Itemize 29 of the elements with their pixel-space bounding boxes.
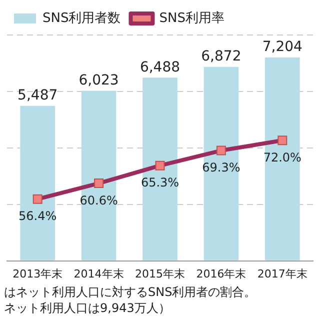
point (216, 146, 226, 156)
data-label: 6,872 (201, 48, 242, 64)
bar (204, 66, 239, 260)
text: ネット利用人口は9,943万人） (3, 300, 172, 316)
point (94, 178, 104, 188)
bar (142, 78, 178, 260)
data-label: 72.0% (263, 150, 302, 164)
data-label: 6,023 (78, 72, 119, 88)
legend-label: SNS利用者数 (42, 10, 121, 26)
data-label: 60.6% (80, 193, 118, 208)
text: はネット利用人口に対するSNS利用者の割合。 (3, 284, 258, 300)
data-label: 56.4% (18, 209, 57, 224)
data-label: 69.3% (202, 160, 240, 175)
x-tick-label: 2013年末 (12, 267, 63, 280)
bar (264, 57, 300, 260)
data-label: 5,487 (18, 88, 58, 104)
x-tick-label: 2014年末 (74, 267, 124, 280)
data-label: 6,488 (140, 59, 180, 76)
legend-label: SNS利用率 (159, 10, 224, 26)
bar (81, 90, 116, 260)
point (32, 194, 42, 204)
point (278, 136, 288, 146)
x-tick-label: 2015年末 (135, 267, 185, 280)
data-label: 7,204 (262, 39, 303, 56)
x-tick-label: 2017年末 (257, 267, 308, 280)
x-tick-label: 2016年末 (196, 267, 246, 280)
data-label: 65.3% (140, 176, 180, 190)
bar (20, 106, 56, 260)
point (155, 160, 165, 170)
